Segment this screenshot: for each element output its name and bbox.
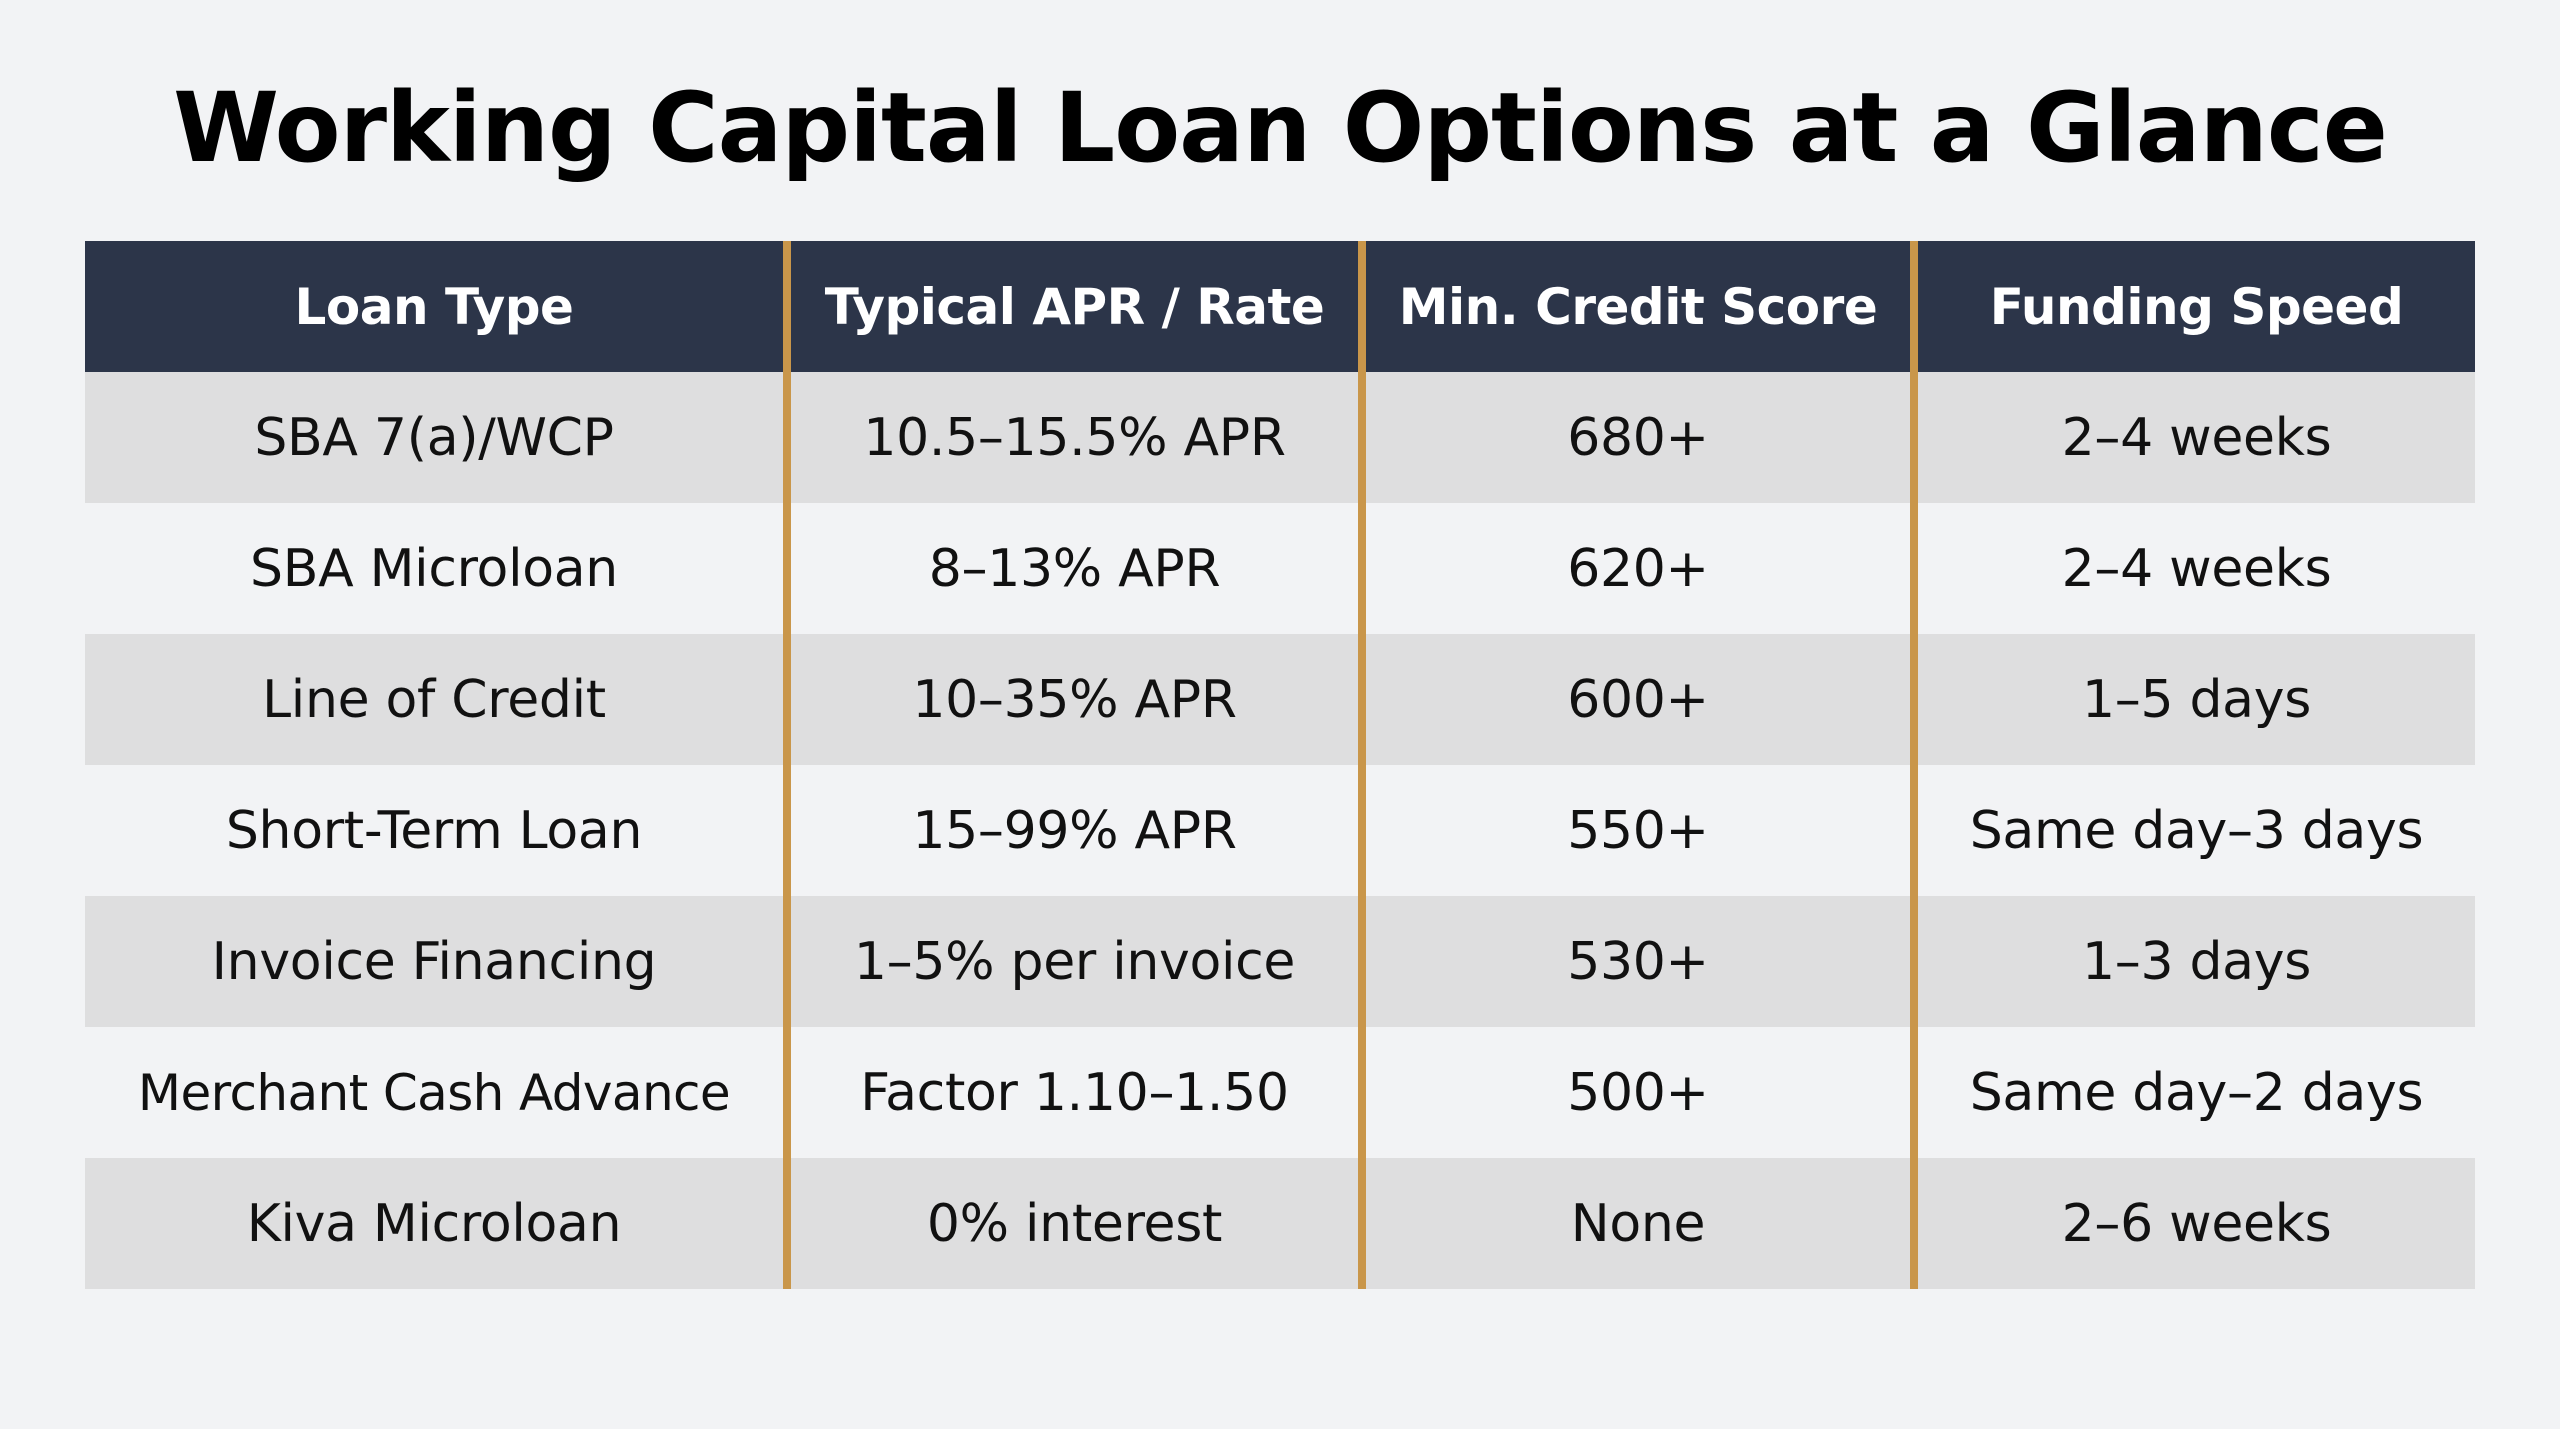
cell-min-credit-score: None xyxy=(1362,1158,1918,1289)
cell-loan-type: Merchant Cash Advance xyxy=(85,1027,791,1158)
cell-min-credit-score: 620+ xyxy=(1362,503,1918,634)
cell-loan-type: SBA Microloan xyxy=(85,503,791,634)
cell-loan-type: Line of Credit xyxy=(85,634,791,765)
header-row: Loan Type Typical APR / Rate Min. Credit… xyxy=(85,241,2475,372)
cell-min-credit-score: 530+ xyxy=(1362,896,1918,1027)
table-row: SBA 7(a)/WCP 10.5–15.5% APR 680+ 2–4 wee… xyxy=(85,372,2475,503)
cell-apr-rate: 10–35% APR xyxy=(787,634,1366,765)
cell-funding-speed: 2–6 weeks xyxy=(2061,1193,2332,1254)
cell-funding-speed: 1–5 days xyxy=(2081,669,2312,730)
table-row: Merchant Cash Advance Factor 1.10–1.50 5… xyxy=(85,1027,2475,1158)
table-row: Short-Term Loan 15–99% APR 550+ Same day… xyxy=(85,765,2475,896)
cell-funding-speed: 2–4 weeks xyxy=(2061,407,2332,468)
cell-min-credit-score: 500+ xyxy=(1362,1027,1918,1158)
cell-apr-rate: 1–5% per invoice xyxy=(787,896,1366,1027)
cell-loan-type: SBA 7(a)/WCP xyxy=(85,372,791,503)
loan-options-table: Loan Type Typical APR / Rate Min. Credit… xyxy=(85,241,2475,1289)
column-header-min-credit-score: Min. Credit Score xyxy=(1362,241,1918,372)
table-row: Line of Credit 10–35% APR 600+ 1–5 days xyxy=(85,634,2475,765)
table-row: Invoice Financing 1–5% per invoice 530+ … xyxy=(85,896,2475,1027)
cell-apr-rate: Factor 1.10–1.50 xyxy=(787,1027,1366,1158)
cell-min-credit-score: 680+ xyxy=(1362,372,1918,503)
cell-apr-rate: 10.5–15.5% APR xyxy=(787,372,1366,503)
cell-apr-rate: 8–13% APR xyxy=(787,503,1366,634)
page-title: Working Capital Loan Options at a Glance xyxy=(173,72,2388,184)
table-body: SBA 7(a)/WCP 10.5–15.5% APR 680+ 2–4 wee… xyxy=(85,372,2475,1289)
cell-funding-speed: Same day–3 days xyxy=(1969,800,2424,861)
column-header-loan-type: Loan Type xyxy=(85,241,791,372)
cell-loan-type: Invoice Financing xyxy=(85,896,791,1027)
cell-min-credit-score: 600+ xyxy=(1362,634,1918,765)
column-header-funding-speed: Funding Speed xyxy=(1989,277,2404,336)
column-header-apr-rate: Typical APR / Rate xyxy=(787,241,1366,372)
cell-apr-rate: 15–99% APR xyxy=(787,765,1366,896)
cell-loan-type: Kiva Microloan xyxy=(85,1158,791,1289)
cell-loan-type: Short-Term Loan xyxy=(85,765,791,896)
cell-funding-speed: 1–3 days xyxy=(2081,931,2312,992)
cell-min-credit-score: 550+ xyxy=(1362,765,1918,896)
cell-funding-speed: Same day–2 days xyxy=(1969,1062,2424,1123)
table-row: SBA Microloan 8–13% APR 620+ 2–4 weeks xyxy=(85,503,2475,634)
cell-funding-speed: 2–4 weeks xyxy=(2061,538,2332,599)
table-header: Loan Type Typical APR / Rate Min. Credit… xyxy=(85,241,2475,372)
table-row: Kiva Microloan 0% interest None 2–6 week… xyxy=(85,1158,2475,1289)
cell-apr-rate: 0% interest xyxy=(787,1158,1366,1289)
